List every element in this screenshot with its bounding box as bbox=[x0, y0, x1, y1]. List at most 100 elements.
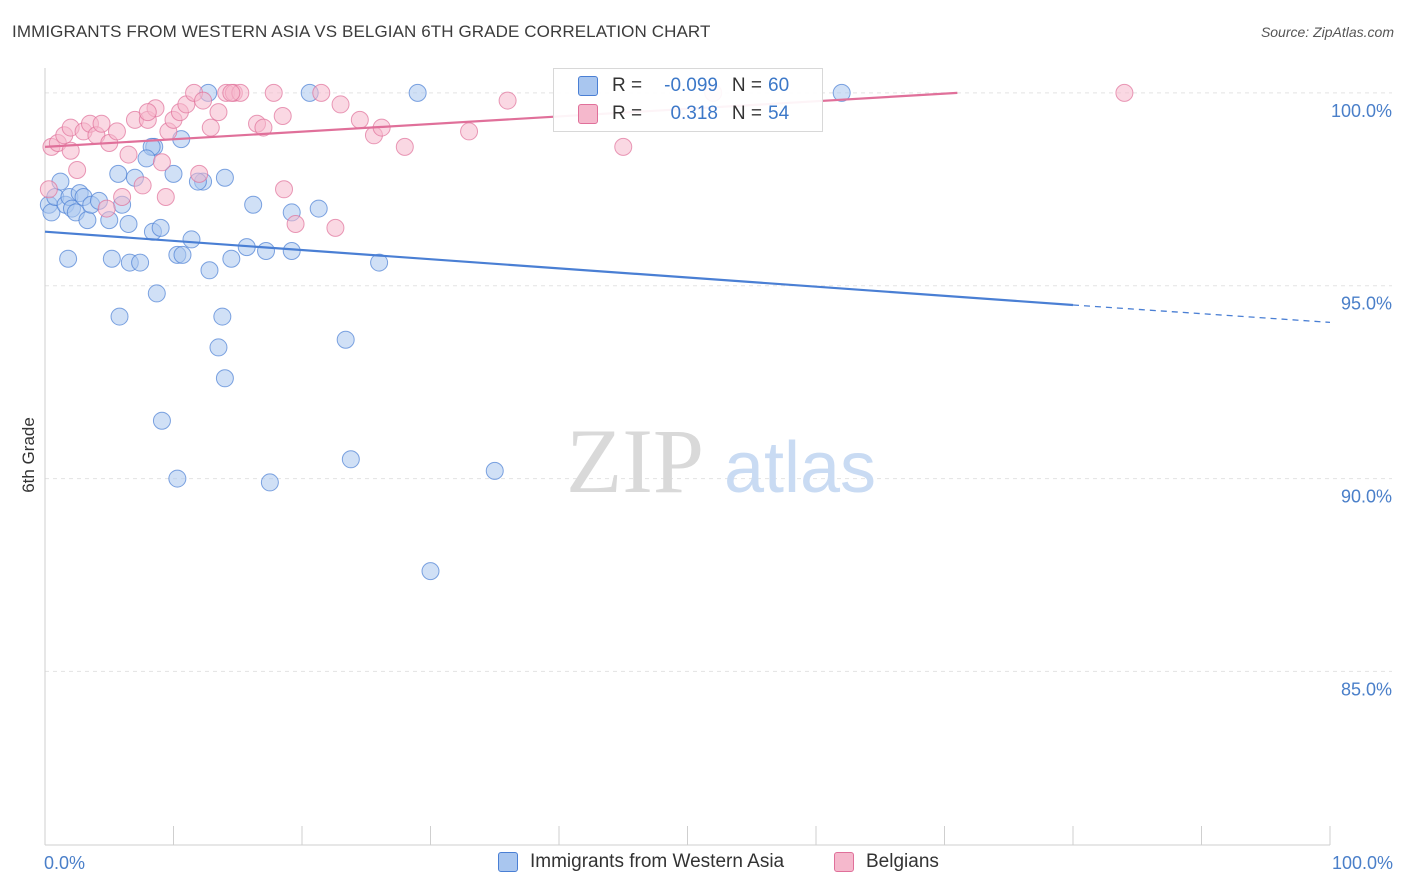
point-belgians bbox=[194, 91, 213, 110]
point-belgians bbox=[222, 83, 241, 102]
point-belgians bbox=[273, 107, 292, 125]
point-western-asia bbox=[119, 215, 138, 233]
point-belgians bbox=[395, 137, 414, 156]
point-western-asia bbox=[147, 284, 166, 303]
source-label: Source: ZipAtlas.com bbox=[1260, 24, 1394, 40]
axes bbox=[44, 68, 1331, 846]
point-belgians bbox=[326, 218, 345, 237]
point-belgians bbox=[350, 110, 369, 129]
y-axis-title: 6th Grade bbox=[19, 417, 38, 493]
point-belgians bbox=[286, 215, 305, 233]
point-western-asia bbox=[408, 83, 427, 102]
watermark: ZIP atlas bbox=[566, 410, 876, 512]
x-tick-label: 0.0% bbox=[44, 853, 85, 873]
point-belgians bbox=[107, 122, 126, 141]
point-belgians bbox=[1115, 83, 1134, 102]
legend-label-western-asia: Immigrants from Western Asia bbox=[530, 851, 785, 872]
legend-swatch-western-asia bbox=[498, 852, 518, 872]
legend-n-value: 54 bbox=[768, 103, 790, 124]
legend-r-label: R = bbox=[612, 75, 643, 96]
point-western-asia bbox=[370, 253, 389, 272]
data-points bbox=[39, 83, 1134, 581]
legend-swatch-belgians bbox=[834, 852, 854, 872]
point-western-asia bbox=[137, 149, 156, 168]
point-western-asia bbox=[109, 164, 128, 183]
legend-row-pink: R = 0.318 N = 54 bbox=[554, 100, 804, 128]
point-western-asia bbox=[164, 164, 183, 183]
point-belgians bbox=[312, 83, 331, 102]
point-western-asia bbox=[209, 338, 228, 357]
point-belgians bbox=[119, 145, 138, 164]
point-belgians bbox=[264, 83, 283, 102]
y-tick-label: 90.0% bbox=[1341, 487, 1392, 507]
point-western-asia bbox=[257, 242, 276, 260]
point-belgians bbox=[92, 114, 111, 133]
legend-label-belgians: Belgians bbox=[866, 851, 939, 872]
point-western-asia bbox=[59, 249, 78, 268]
legend-swatch-pink bbox=[578, 104, 598, 124]
legend-n-value: 60 bbox=[768, 75, 790, 96]
legend-row-blue: R = -0.099 N = 60 bbox=[554, 72, 804, 100]
point-western-asia bbox=[200, 261, 219, 280]
point-western-asia bbox=[110, 307, 129, 326]
point-western-asia bbox=[222, 249, 241, 268]
watermark-zip: ZIP bbox=[566, 410, 704, 512]
stats-legend: R = -0.099 N = 60 R = 0.318 N = 54 bbox=[553, 68, 823, 132]
trend-line-western-asia bbox=[44, 230, 1074, 307]
point-belgians bbox=[190, 164, 209, 183]
legend-r-label: R = bbox=[612, 103, 643, 124]
point-belgians bbox=[254, 118, 273, 137]
point-western-asia bbox=[309, 199, 328, 218]
point-western-asia bbox=[151, 218, 170, 237]
point-western-asia bbox=[173, 245, 192, 264]
y-tick-label: 85.0% bbox=[1341, 679, 1392, 699]
point-western-asia bbox=[282, 242, 301, 260]
point-belgians bbox=[138, 103, 157, 122]
legend-n-label: N = bbox=[731, 103, 762, 124]
point-western-asia bbox=[260, 473, 279, 492]
legend-r-value: -0.099 bbox=[664, 75, 718, 96]
gridlines bbox=[45, 92, 1392, 672]
legend-r-value: 0.318 bbox=[670, 103, 718, 124]
point-belgians bbox=[152, 153, 171, 172]
y-tick-label: 95.0% bbox=[1341, 294, 1392, 314]
point-belgians bbox=[113, 188, 132, 206]
y-tick-label: 100.0% bbox=[1331, 101, 1392, 121]
legend-item-belgians: Belgians bbox=[834, 851, 939, 873]
point-belgians bbox=[133, 176, 152, 195]
legend-n-label: N = bbox=[731, 75, 762, 96]
point-belgians bbox=[39, 180, 58, 199]
point-belgians bbox=[460, 122, 479, 141]
point-western-asia bbox=[215, 369, 234, 388]
point-western-asia bbox=[244, 195, 263, 214]
point-western-asia bbox=[168, 469, 187, 488]
trend-line-western-asia-extension bbox=[1072, 304, 1331, 324]
legend-item-western-asia: Immigrants from Western Asia bbox=[498, 851, 784, 873]
point-western-asia bbox=[421, 562, 440, 581]
point-belgians bbox=[614, 137, 633, 156]
point-western-asia bbox=[485, 461, 504, 480]
point-western-asia bbox=[832, 83, 851, 102]
point-western-asia bbox=[182, 230, 201, 249]
point-belgians bbox=[209, 103, 228, 122]
point-belgians bbox=[68, 161, 87, 179]
point-western-asia bbox=[215, 168, 234, 187]
chart-title: IMMIGRANTS FROM WESTERN ASIA VS BELGIAN … bbox=[12, 22, 711, 41]
point-western-asia bbox=[131, 253, 150, 272]
series-legend: Immigrants from Western Asia Belgians bbox=[0, 851, 1406, 877]
point-western-asia bbox=[78, 211, 97, 230]
legend-swatch-blue bbox=[578, 76, 598, 96]
point-western-asia bbox=[152, 411, 171, 430]
point-belgians bbox=[275, 180, 294, 199]
point-belgians bbox=[331, 95, 350, 114]
watermark-atlas: atlas bbox=[724, 428, 876, 508]
point-western-asia bbox=[213, 307, 232, 326]
point-belgians bbox=[498, 91, 517, 110]
point-belgians bbox=[156, 188, 175, 206]
axis-labels: 100.0% 95.0% 90.0% 85.0% 0.0% 100.0% 6th Grade bbox=[19, 101, 1393, 873]
point-western-asia bbox=[336, 330, 355, 349]
point-belgians bbox=[97, 199, 116, 218]
point-western-asia bbox=[341, 450, 360, 469]
point-western-asia bbox=[102, 249, 121, 268]
